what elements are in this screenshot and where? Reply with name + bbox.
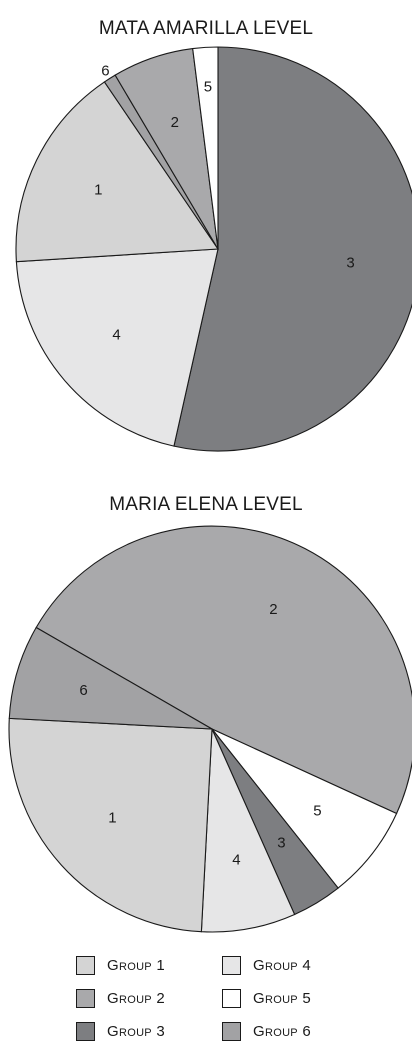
legend-label-group-4: Group 4 <box>253 956 312 974</box>
legend-label-group-2: Group 2 <box>107 989 166 1007</box>
pie-label-1-4: 4 <box>112 327 120 344</box>
pie-label-2-4: 4 <box>232 852 240 869</box>
legend-label-group-6: Group 6 <box>253 1022 312 1040</box>
pie-slice-2-5 <box>211 728 398 889</box>
legend-label-group-3: Group 3 <box>107 1022 166 1040</box>
pie-label-2-5: 5 <box>313 803 321 820</box>
legend-item-group-4: Group 4 <box>222 954 311 976</box>
pie-slice-1-4 <box>15 248 219 447</box>
pie-slice-2-4 <box>200 728 296 933</box>
pie-label-1-5: 5 <box>204 79 212 96</box>
pie-slice-1-1 <box>15 81 219 263</box>
chart-title-mata-amarilla: MATA AMARILLA LEVEL <box>98 18 314 39</box>
pie-slice-1-5 <box>192 46 219 250</box>
pie-label-2-3: 3 <box>277 835 285 852</box>
legend-label-group-1: Group 1 <box>107 956 166 974</box>
legend-swatch-group-5 <box>222 988 241 1008</box>
pie-label-1-3: 3 <box>346 255 354 272</box>
pie-slice-2-1 <box>8 717 213 933</box>
pie-label-1-1: 1 <box>94 181 102 198</box>
legend-item-group-6: Group 6 <box>222 1020 311 1042</box>
pie-chart-mata-amarilla: 3 4 1 6 2 5 <box>15 46 412 452</box>
legend-swatch-group-2 <box>76 988 95 1008</box>
chart-title-maria-elena: MARIA ELENA LEVEL <box>109 494 303 515</box>
pie-slice-2-2 <box>35 525 412 815</box>
pie-label-1-6: 6 <box>101 63 109 80</box>
legend-item-group-1: Group 1 <box>76 954 165 976</box>
pie-label-2-2: 2 <box>269 601 277 618</box>
legend-swatch-group-6 <box>222 1021 241 1041</box>
legend-swatch-group-4 <box>222 955 241 975</box>
legend-item-group-3: Group 3 <box>76 1020 165 1042</box>
legend-label-group-5: Group 5 <box>253 989 312 1007</box>
pie-label-2-6: 6 <box>79 682 87 699</box>
legend-swatch-group-3 <box>76 1021 95 1041</box>
pie-label-2-1: 1 <box>108 810 116 827</box>
legend-item-group-2: Group 2 <box>76 987 165 1009</box>
legend-item-group-5: Group 5 <box>222 987 311 1009</box>
pie-slice-1-3 <box>173 46 412 452</box>
legend-swatch-group-1 <box>76 955 95 975</box>
pie-label-1-2: 2 <box>171 114 179 131</box>
pie-slice-2-6 <box>8 626 213 730</box>
